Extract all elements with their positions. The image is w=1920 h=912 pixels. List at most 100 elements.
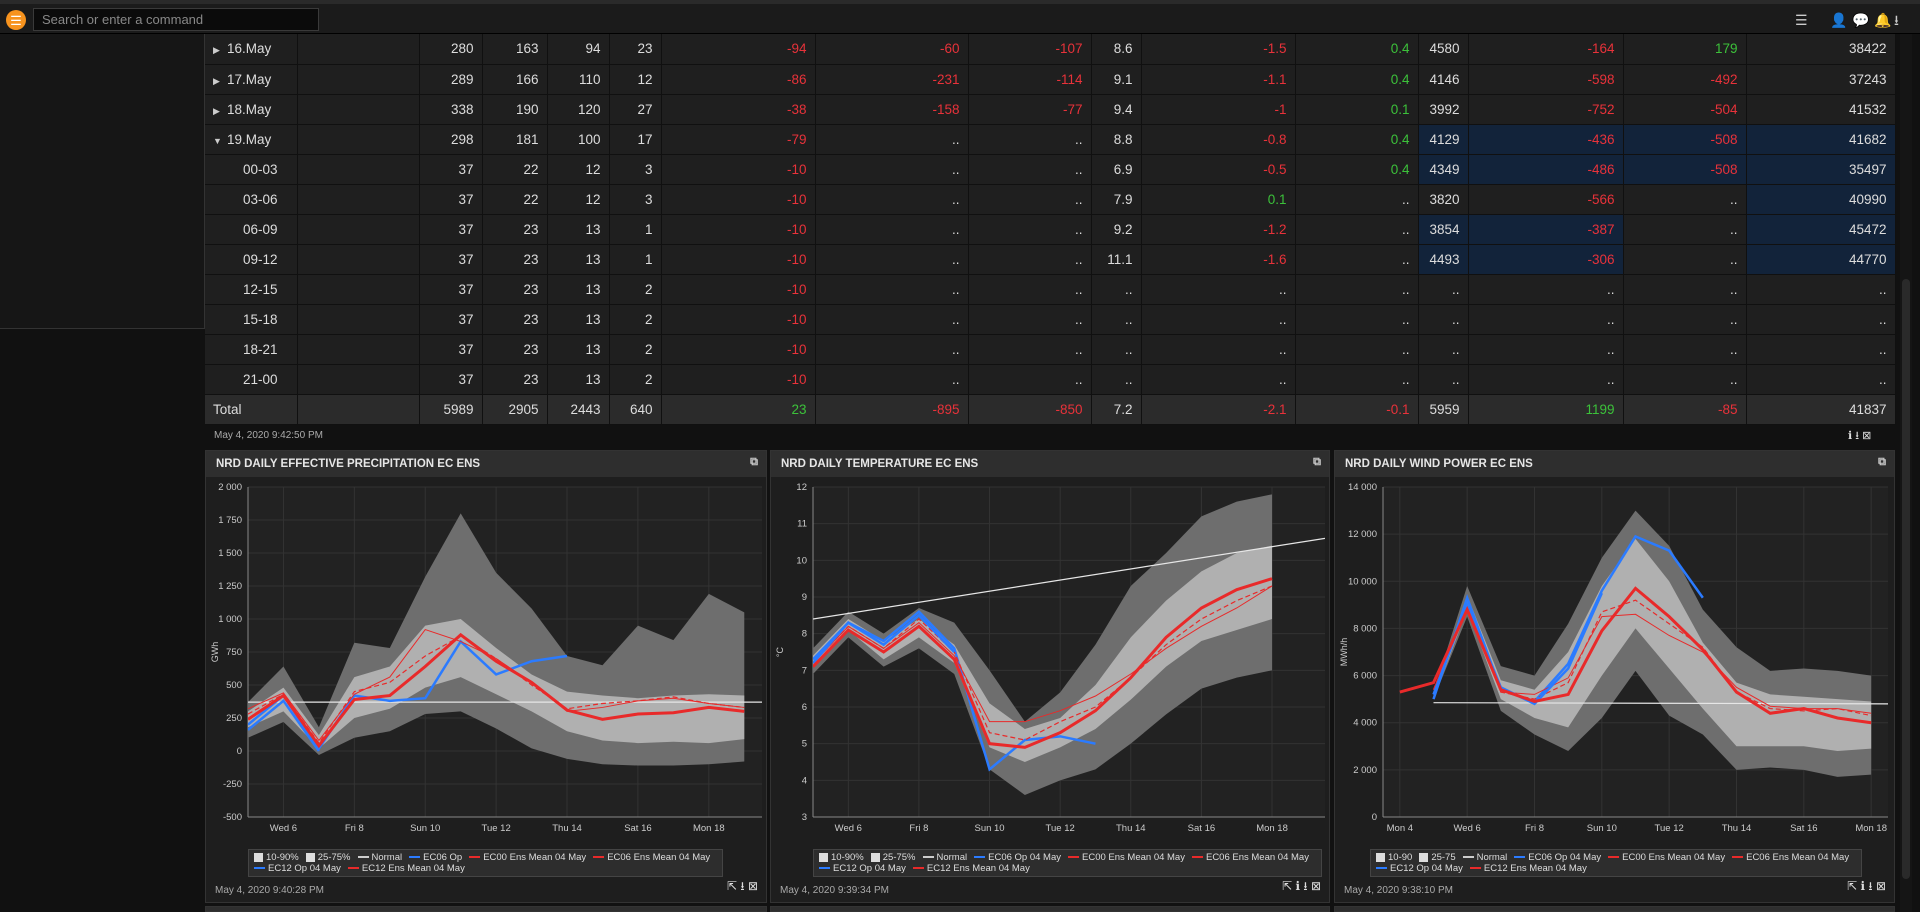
chart-plot: 3 4 5 6 7 8 9 10 11 12 Wed 6 Fri 8 Sun 10 Tue 12 Thu 1… [775, 482, 1325, 834]
legend-item[interactable]: 25-75% [305, 852, 351, 863]
x-tick-label: Tue 12 [482, 823, 511, 834]
legend-line-icon [974, 856, 986, 859]
expand-icon[interactable]: ▶ [213, 75, 220, 86]
legend-item[interactable]: EC12 Op 04 May [1376, 863, 1463, 874]
day-row[interactable]: ▼ 19.May 298 181 100 17 -79.... 8.8 -0.8 0.4 4129-… [205, 124, 1896, 155]
table-cell: 13 [547, 304, 610, 335]
day-row[interactable]: ▶ 16.May 280 163 94 23 -94 -60 -107 8.6 -1.5 0.4 458… [205, 34, 1896, 65]
legend-item[interactable]: EC12 Op 04 May [819, 863, 906, 874]
table-cell: 7.9 [1091, 184, 1142, 215]
y-axis-label: GWh [210, 642, 220, 663]
x-tick-label: Thu 14 [552, 823, 582, 834]
command-search-input[interactable] [33, 8, 319, 31]
download-icon[interactable]: ⭳ [1894, 12, 1899, 28]
day-row[interactable]: ▶ 18.May 338 190 120 27 -38 -158 -77 9.4 -1 0.1 3992… [205, 94, 1896, 125]
table-cell: .. [815, 334, 969, 365]
row-label-text: 00-03 [243, 161, 278, 177]
excel-icon[interactable]: ⊠ [747, 879, 758, 893]
table-cell: -486 [1468, 154, 1624, 185]
table-cell: -77 [968, 94, 1092, 125]
expand-icon[interactable]: ▶ [213, 45, 220, 56]
collapse-icon[interactable]: ▼ [213, 135, 222, 146]
table-cell: 190 [482, 94, 548, 125]
table-cell: 4146 [1418, 64, 1469, 95]
legend-item[interactable]: EC12 Ens Mean 04 May [912, 863, 1030, 874]
excel-icon[interactable]: ⊠ [1310, 879, 1321, 893]
y-tick-label: 2 000 [1353, 765, 1377, 776]
legend-swatch-icon [254, 852, 263, 862]
menu-icon[interactable]: ☰ [1795, 12, 1808, 28]
legend-item[interactable]: EC12 Ens Mean 04 May [1469, 863, 1587, 874]
chat-icon[interactable]: 💬 [1852, 12, 1870, 28]
legend-item[interactable]: Normal [357, 852, 402, 863]
app-menu-logo-icon[interactable]: ☰ [6, 10, 26, 30]
x-tick-label: Fri 8 [1525, 823, 1544, 834]
legend-label: EC06 Op 04 May [1528, 852, 1602, 863]
spacer-cell [297, 154, 420, 185]
table-cell: 23 [482, 364, 548, 395]
export-icon[interactable]: ⭳ [1855, 430, 1860, 442]
row-label: Total [205, 394, 298, 425]
popout-icon[interactable]: ⇱ [1847, 879, 1858, 893]
maximize-icon[interactable]: ⧉ [1313, 456, 1321, 468]
chart-plot: -500 -250 0 250 500 750 1 000 1 250 1 500 1 750 2 … [210, 482, 762, 834]
legend-item[interactable]: EC12 Op 04 May [254, 863, 341, 874]
legend-item[interactable]: EC06 Ens Mean 04 May [593, 852, 710, 863]
legend-item[interactable]: EC06 Op 04 May [974, 852, 1061, 863]
legend-item[interactable]: Normal [922, 852, 967, 863]
table-cell: 13 [547, 274, 610, 305]
user-icon[interactable]: 👤 [1830, 12, 1848, 28]
popout-icon[interactable]: ⇱ [1282, 879, 1293, 893]
chart-title: NRD DAILY WIND POWER EC ENS [1345, 458, 1533, 470]
legend-item[interactable]: 10-90% [819, 852, 864, 863]
maximize-icon[interactable]: ⧉ [750, 456, 758, 468]
export-icon[interactable]: ⭳ [1868, 879, 1873, 893]
legend-label: EC06 Ens Mean 04 May [1746, 852, 1850, 863]
export-icon[interactable]: ⭳ [1303, 879, 1308, 893]
table-cell: -508 [1623, 154, 1747, 185]
bell-icon[interactable]: 🔔 [1874, 12, 1892, 28]
table-cell: .. [1746, 334, 1896, 365]
legend-item[interactable]: Normal [1462, 852, 1507, 863]
legend-item[interactable]: EC06 Op [409, 852, 462, 863]
excel-icon[interactable]: ⊠ [1875, 879, 1886, 893]
maximize-icon[interactable]: ⧉ [1878, 456, 1886, 468]
info-icon[interactable]: ℹ [1295, 879, 1301, 893]
scrollbar-thumb[interactable] [1902, 279, 1910, 879]
legend-item[interactable]: 10-90% [254, 852, 299, 863]
legend-line-icon [819, 867, 830, 870]
legend-item[interactable]: EC00 Ens Mean 04 May [469, 852, 586, 863]
legend-item[interactable]: 25-75% [870, 852, 916, 863]
next-panel-stub [1334, 906, 1895, 912]
info-icon[interactable]: ℹ [1860, 879, 1866, 893]
legend-item[interactable]: EC12 Ens Mean 04 May [347, 863, 465, 874]
table-cell: 40990 [1746, 184, 1896, 215]
legend-label: EC12 Op 04 May [833, 863, 906, 874]
legend-item[interactable]: EC00 Ens Mean 04 May [1068, 852, 1185, 863]
spacer-cell [297, 394, 420, 425]
table-cell: 7.2 [1091, 394, 1142, 425]
legend-item[interactable]: 25-75 [1419, 852, 1456, 863]
expand-icon[interactable]: ▶ [213, 105, 220, 116]
y-tick-label: 0 [237, 746, 242, 757]
info-icon[interactable]: ℹ [1848, 430, 1853, 442]
legend-item[interactable]: EC00 Ens Mean 04 May [1608, 852, 1725, 863]
legend-line-icon [1732, 856, 1744, 859]
table-cell: .. [1623, 184, 1747, 215]
table-cell: 181 [482, 124, 548, 155]
table-cell: 22 [482, 184, 548, 215]
excel-icon[interactable]: ⊠ [1862, 430, 1872, 442]
chart-panel: NRD DAILY WIND POWER EC ENS ⧉ 10-90 25-75 No… [1334, 450, 1895, 903]
table-cell: 13 [547, 334, 610, 365]
popout-icon[interactable]: ⇱ [726, 879, 738, 893]
row-label: 18-21 [205, 334, 298, 365]
vertical-scrollbar[interactable] [1900, 34, 1912, 912]
legend-item[interactable]: EC06 Op 04 May [1514, 852, 1601, 863]
export-icon[interactable]: ⭳ [740, 879, 745, 893]
legend-item[interactable]: EC06 Ens Mean 04 May [1191, 852, 1309, 863]
day-row[interactable]: ▶ 17.May 289 166 110 12 -86 -231 -114 9.1 -1.1 0.4 4… [205, 64, 1896, 95]
legend-line-icon [1462, 856, 1474, 859]
legend-item[interactable]: EC06 Ens Mean 04 May [1732, 852, 1849, 863]
legend-line-icon [922, 856, 934, 859]
legend-item[interactable]: 10-90 [1376, 852, 1412, 863]
